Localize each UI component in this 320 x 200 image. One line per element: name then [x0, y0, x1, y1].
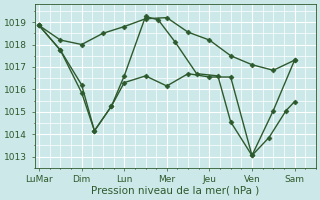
X-axis label: Pression niveau de la mer( hPa ): Pression niveau de la mer( hPa )	[91, 186, 260, 196]
